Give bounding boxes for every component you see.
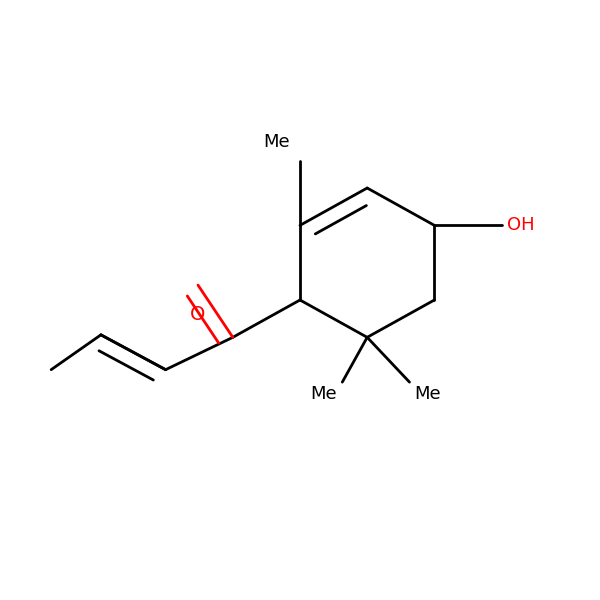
Text: OH: OH [506,217,534,235]
Text: Me: Me [311,385,337,403]
Text: O: O [190,305,206,324]
Text: Me: Me [415,385,441,403]
Text: Me: Me [263,133,290,151]
